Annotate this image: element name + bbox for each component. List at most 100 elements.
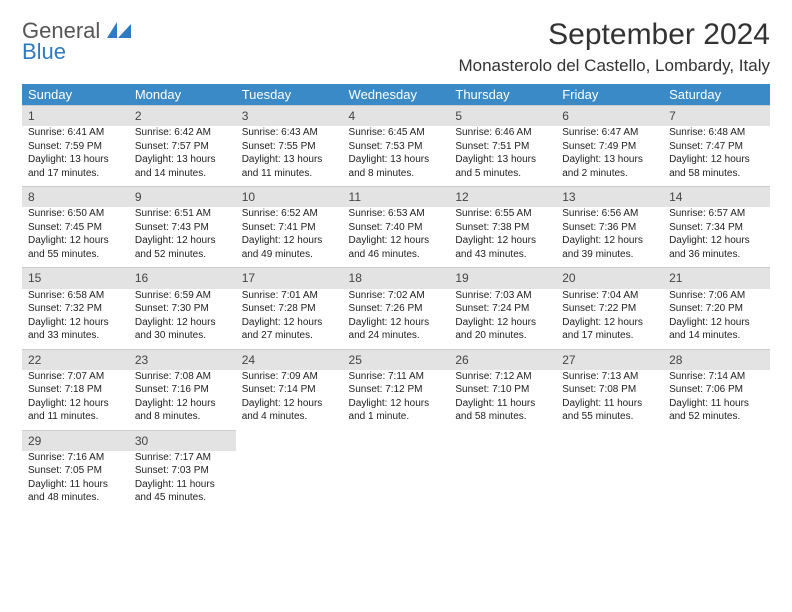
day-number: 11 — [343, 187, 450, 208]
daylight-text: and 43 minutes. — [455, 248, 550, 262]
day-number-row: 22232425262728 — [22, 349, 770, 370]
daylight-text: and 48 minutes. — [28, 491, 123, 505]
daylight-text: and 52 minutes. — [135, 248, 230, 262]
day-cell: Sunrise: 7:17 AMSunset: 7:03 PMDaylight:… — [129, 451, 236, 511]
daylight-text: Daylight: 12 hours — [135, 316, 230, 330]
day-cell: Sunrise: 6:52 AMSunset: 7:41 PMDaylight:… — [236, 207, 343, 268]
daylight-text: and 49 minutes. — [242, 248, 337, 262]
day-cell: Sunrise: 7:12 AMSunset: 7:10 PMDaylight:… — [449, 370, 556, 431]
sunset-text: Sunset: 7:38 PM — [455, 221, 550, 235]
daylight-text: and 27 minutes. — [242, 329, 337, 343]
daylight-text: Daylight: 12 hours — [455, 316, 550, 330]
day-number: 22 — [22, 349, 129, 370]
daylight-text: Daylight: 12 hours — [242, 397, 337, 411]
sunset-text: Sunset: 7:47 PM — [669, 140, 764, 154]
day-cell: Sunrise: 6:47 AMSunset: 7:49 PMDaylight:… — [556, 126, 663, 187]
daylight-text: Daylight: 11 hours — [28, 478, 123, 492]
daylight-text: and 58 minutes. — [669, 167, 764, 181]
day-number — [343, 430, 450, 451]
daylight-text: and 24 minutes. — [349, 329, 444, 343]
day-cell: Sunrise: 7:02 AMSunset: 7:26 PMDaylight:… — [343, 289, 450, 350]
daylight-text: and 20 minutes. — [455, 329, 550, 343]
sunrise-text: Sunrise: 6:42 AM — [135, 126, 230, 140]
sunset-text: Sunset: 7:08 PM — [562, 383, 657, 397]
daylight-text: Daylight: 11 hours — [669, 397, 764, 411]
sunrise-text: Sunrise: 6:58 AM — [28, 289, 123, 303]
sunset-text: Sunset: 7:30 PM — [135, 302, 230, 316]
day-number — [663, 430, 770, 451]
day-number: 30 — [129, 430, 236, 451]
day-cell: Sunrise: 6:53 AMSunset: 7:40 PMDaylight:… — [343, 207, 450, 268]
month-title: September 2024 — [458, 18, 770, 52]
daylight-text: and 33 minutes. — [28, 329, 123, 343]
day-cell: Sunrise: 7:01 AMSunset: 7:28 PMDaylight:… — [236, 289, 343, 350]
sunset-text: Sunset: 7:16 PM — [135, 383, 230, 397]
sunrise-text: Sunrise: 7:14 AM — [669, 370, 764, 384]
sunrise-text: Sunrise: 6:52 AM — [242, 207, 337, 221]
day-number: 15 — [22, 268, 129, 289]
day-cell: Sunrise: 7:13 AMSunset: 7:08 PMDaylight:… — [556, 370, 663, 431]
daylight-text: and 46 minutes. — [349, 248, 444, 262]
day-number: 2 — [129, 106, 236, 127]
daylight-text: Daylight: 12 hours — [455, 234, 550, 248]
day-number — [449, 430, 556, 451]
day-number: 3 — [236, 106, 343, 127]
daylight-text: and 11 minutes. — [28, 410, 123, 424]
day-cell: Sunrise: 7:07 AMSunset: 7:18 PMDaylight:… — [22, 370, 129, 431]
daylight-text: and 5 minutes. — [455, 167, 550, 181]
day-cell: Sunrise: 6:48 AMSunset: 7:47 PMDaylight:… — [663, 126, 770, 187]
daylight-text: Daylight: 11 hours — [135, 478, 230, 492]
sunrise-text: Sunrise: 6:55 AM — [455, 207, 550, 221]
day-cell: Sunrise: 6:58 AMSunset: 7:32 PMDaylight:… — [22, 289, 129, 350]
day-number: 18 — [343, 268, 450, 289]
day-number: 21 — [663, 268, 770, 289]
sunrise-text: Sunrise: 7:08 AM — [135, 370, 230, 384]
sunset-text: Sunset: 7:28 PM — [242, 302, 337, 316]
daylight-text: Daylight: 12 hours — [562, 234, 657, 248]
sunset-text: Sunset: 7:06 PM — [669, 383, 764, 397]
day-cell: Sunrise: 6:57 AMSunset: 7:34 PMDaylight:… — [663, 207, 770, 268]
weekday-header-row: Sunday Monday Tuesday Wednesday Thursday… — [22, 84, 770, 106]
sunset-text: Sunset: 7:10 PM — [455, 383, 550, 397]
daylight-text: and 8 minutes. — [349, 167, 444, 181]
day-number: 12 — [449, 187, 556, 208]
daylight-text: and 55 minutes. — [562, 410, 657, 424]
day-number: 9 — [129, 187, 236, 208]
day-number: 16 — [129, 268, 236, 289]
sunset-text: Sunset: 7:57 PM — [135, 140, 230, 154]
day-number: 23 — [129, 349, 236, 370]
daylight-text: Daylight: 12 hours — [562, 316, 657, 330]
daylight-text: Daylight: 12 hours — [28, 397, 123, 411]
sunrise-text: Sunrise: 7:04 AM — [562, 289, 657, 303]
day-number: 6 — [556, 106, 663, 127]
day-number: 20 — [556, 268, 663, 289]
day-number: 8 — [22, 187, 129, 208]
day-number: 26 — [449, 349, 556, 370]
sunrise-text: Sunrise: 6:51 AM — [135, 207, 230, 221]
sunset-text: Sunset: 7:20 PM — [669, 302, 764, 316]
day-cell — [449, 451, 556, 511]
day-cell — [343, 451, 450, 511]
day-number — [236, 430, 343, 451]
sunrise-text: Sunrise: 7:02 AM — [349, 289, 444, 303]
day-content-row: Sunrise: 7:16 AMSunset: 7:05 PMDaylight:… — [22, 451, 770, 511]
day-cell — [663, 451, 770, 511]
daylight-text: Daylight: 12 hours — [242, 234, 337, 248]
daylight-text: and 1 minute. — [349, 410, 444, 424]
header: General Blue September 2024 Monasterolo … — [22, 18, 770, 76]
sunset-text: Sunset: 7:41 PM — [242, 221, 337, 235]
weekday-header: Monday — [129, 84, 236, 106]
daylight-text: Daylight: 12 hours — [349, 234, 444, 248]
daylight-text: Daylight: 12 hours — [135, 234, 230, 248]
daylight-text: Daylight: 12 hours — [28, 316, 123, 330]
day-cell: Sunrise: 6:51 AMSunset: 7:43 PMDaylight:… — [129, 207, 236, 268]
weekday-header: Thursday — [449, 84, 556, 106]
daylight-text: Daylight: 13 hours — [349, 153, 444, 167]
logo-blue: Blue — [22, 41, 131, 63]
day-cell: Sunrise: 7:04 AMSunset: 7:22 PMDaylight:… — [556, 289, 663, 350]
location: Monasterolo del Castello, Lombardy, Ital… — [458, 56, 770, 76]
sunset-text: Sunset: 7:53 PM — [349, 140, 444, 154]
day-number: 19 — [449, 268, 556, 289]
title-block: September 2024 Monasterolo del Castello,… — [458, 18, 770, 76]
day-cell: Sunrise: 7:16 AMSunset: 7:05 PMDaylight:… — [22, 451, 129, 511]
